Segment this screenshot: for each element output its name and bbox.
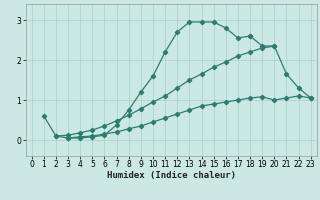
X-axis label: Humidex (Indice chaleur): Humidex (Indice chaleur) bbox=[107, 171, 236, 180]
